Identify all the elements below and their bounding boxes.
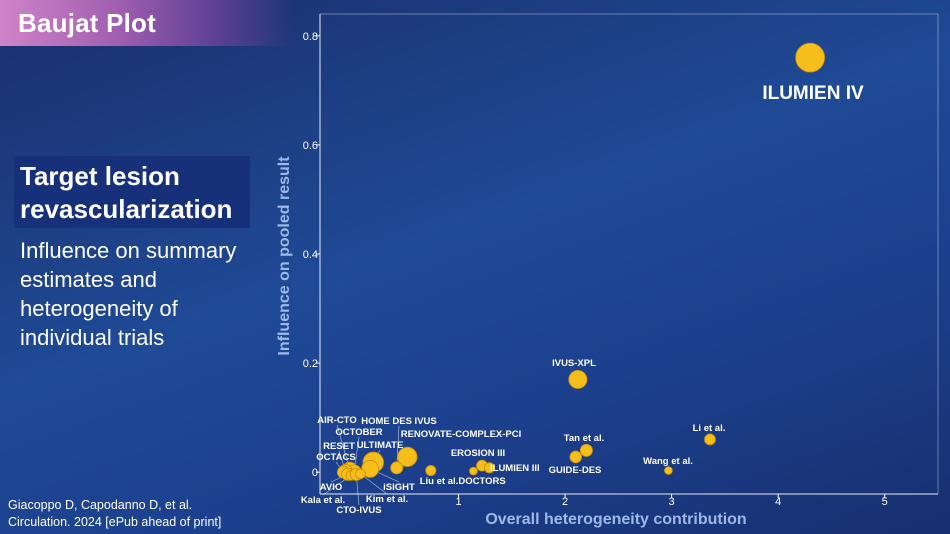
point-label: EROSION III xyxy=(451,448,505,459)
citation-line-2: Circulation. 2024 [ePub ahead of print] xyxy=(8,515,222,529)
point-label: ULTIMATE xyxy=(357,440,404,451)
x-tick-label: 3 xyxy=(669,496,675,508)
point-label: AVIO xyxy=(320,482,343,493)
point-label: Kala et al. xyxy=(301,495,345,506)
x-tick-label: 2 xyxy=(562,496,568,508)
label-leader xyxy=(360,473,388,495)
point-label: ILUMIEN III xyxy=(490,463,540,474)
subtitle-line-2: revascularization xyxy=(20,194,233,224)
point-label: GUIDE-DES xyxy=(549,465,602,476)
x-tick-label: 5 xyxy=(882,496,888,508)
data-point xyxy=(579,443,593,457)
data-points xyxy=(336,42,826,481)
data-point xyxy=(569,450,582,464)
subtitle-highlight xyxy=(14,156,250,228)
slide-subtitle: Target lesion revascularization xyxy=(20,160,260,226)
y-tick-label: 0.4 xyxy=(303,249,318,261)
data-point xyxy=(425,465,437,477)
point-label: Liu et al. xyxy=(420,476,459,487)
point-label: Li et al. xyxy=(693,423,726,434)
point-label: ILUMIEN IV xyxy=(762,83,864,104)
x-axis-title: Overall heterogeneity contribution xyxy=(485,511,746,528)
data-point xyxy=(355,468,366,480)
data-point xyxy=(795,42,826,73)
data-point xyxy=(664,466,673,475)
data-point xyxy=(704,433,716,446)
point-label: Kim et al. xyxy=(366,494,408,505)
point-label: RENOVATE-COMPLEX-PCI xyxy=(401,429,522,440)
point-label: OCTOBER xyxy=(335,427,382,438)
y-tick-label: 0.6 xyxy=(303,140,318,152)
label-leader xyxy=(396,425,400,468)
y-tick-label: 0.2 xyxy=(303,358,318,370)
data-point xyxy=(469,466,478,476)
slide-title: Baujat Plot xyxy=(18,8,156,38)
data-point xyxy=(483,462,495,474)
x-tick-label: 4 xyxy=(775,496,781,508)
point-label: iSIGHT xyxy=(383,482,415,493)
y-ticks: 0 0.2 0.4 0.6 0.8 xyxy=(303,31,320,479)
citation: Giacoppo D, Capodanno D, et al. Circulat… xyxy=(8,497,308,531)
x-tick-label: 1 xyxy=(455,496,461,508)
point-label: RESET xyxy=(323,441,355,452)
data-point xyxy=(390,461,404,475)
citation-line-1: Giacoppo D, Capodanno D, et al. xyxy=(8,498,193,512)
data-point xyxy=(397,446,418,468)
slide-description: Influence on summary estimates and heter… xyxy=(20,238,237,350)
subtitle-line-1: Target lesion xyxy=(20,161,180,191)
y-axis-title: Influence on pooled result xyxy=(276,156,293,356)
point-label: HOME DES IVUS xyxy=(361,416,437,427)
point-label: CTO-IVUS xyxy=(336,505,381,516)
point-label: Wang et al. xyxy=(643,456,693,467)
point-label: OCTACS xyxy=(316,452,355,463)
point-label: Tan et al. xyxy=(564,433,604,444)
y-tick-label: 0.8 xyxy=(303,31,318,43)
point-label: IVUS-XPL xyxy=(552,358,596,369)
data-point xyxy=(568,369,588,389)
point-label: AIR-CTO xyxy=(317,415,356,426)
title-banner xyxy=(0,0,292,46)
y-tick-label: 0 xyxy=(312,467,318,479)
x-ticks: 1 2 3 4 5 xyxy=(455,494,888,508)
point-label: DOCTORS xyxy=(458,476,505,487)
point-labels: ILUMIEN IV IVUS-XPL Li et al. Tan et al. GUI… xyxy=(301,83,864,516)
